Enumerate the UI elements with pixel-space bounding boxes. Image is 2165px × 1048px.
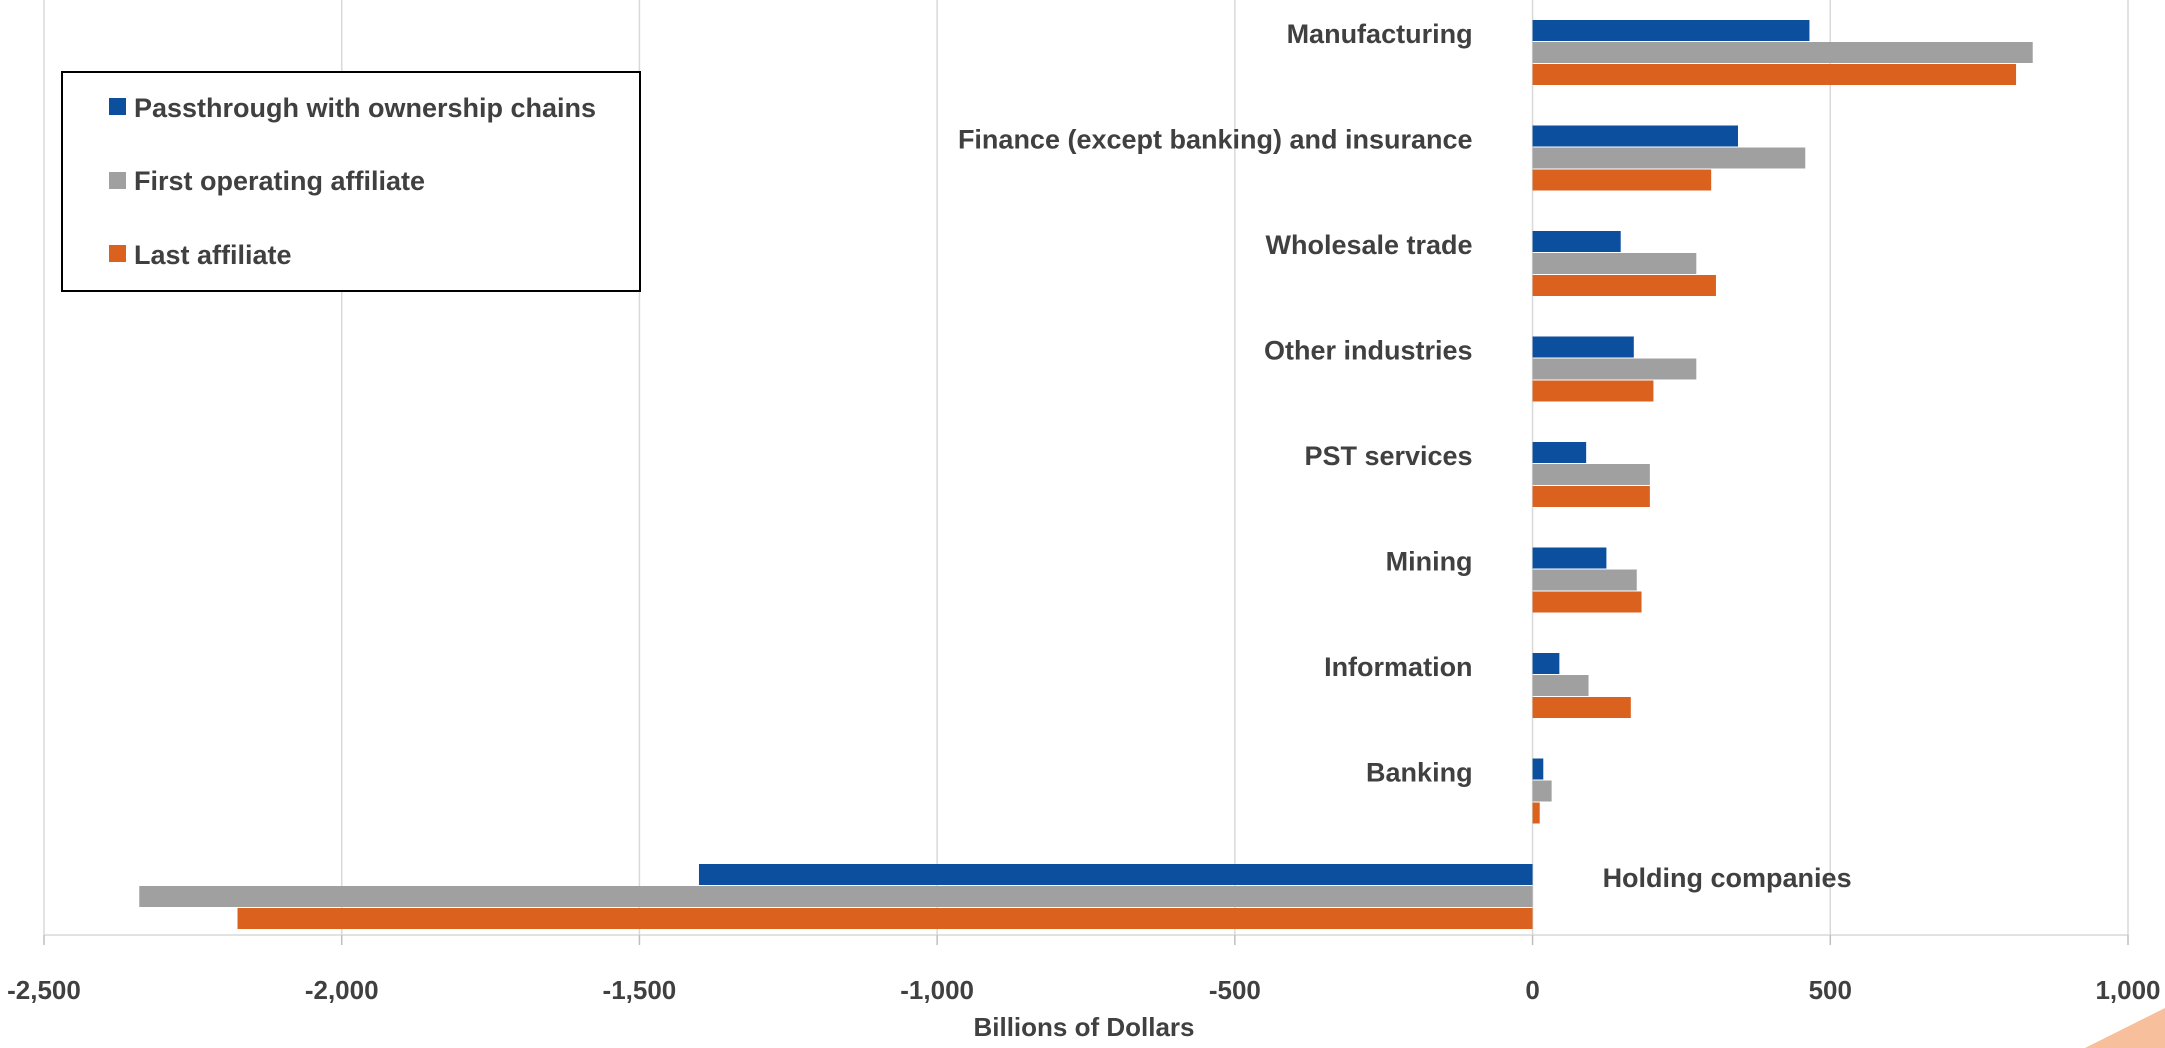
legend-swatch-0 — [109, 98, 126, 115]
bar-2-3 — [1532, 380, 1654, 402]
category-labels: Manufacturing Finance (except banking) an… — [958, 19, 1852, 893]
bar-1-8 — [139, 886, 1533, 907]
legend: Passthrough with ownership chains First … — [61, 71, 641, 292]
corner-decoration — [2085, 1008, 2165, 1048]
bar-2-2 — [1532, 275, 1716, 296]
legend-swatch-2 — [109, 245, 126, 262]
bar-2-1 — [1532, 169, 1712, 191]
bar-2-7 — [1532, 802, 1540, 824]
category-label: Finance (except banking) and insurance — [958, 125, 1473, 155]
category-label: PST services — [1304, 441, 1472, 471]
x-tick-label: -2,500 — [7, 975, 81, 1005]
bar-0-8 — [698, 864, 1533, 885]
category-label: Wholesale trade — [1266, 230, 1473, 260]
x-axis-title: Billions of Dollars — [973, 1012, 1194, 1042]
bar-1-0 — [1532, 42, 2033, 63]
bar-0-4 — [1532, 442, 1587, 463]
bar-1-7 — [1532, 780, 1552, 802]
bar-0-3 — [1532, 336, 1634, 358]
bar-0-7 — [1532, 758, 1544, 780]
bar-0-0 — [1532, 20, 1810, 41]
legend-item-2: Last affiliate — [109, 240, 292, 270]
bar-1-4 — [1532, 464, 1650, 485]
category-label: Manufacturing — [1287, 19, 1473, 49]
x-tick-label: -1,000 — [900, 975, 974, 1005]
bar-2-5 — [1532, 591, 1642, 613]
bar-1-6 — [1532, 675, 1589, 696]
category-label: Mining — [1386, 547, 1473, 577]
bar-2-6 — [1532, 697, 1631, 718]
legend-item-1: First operating affiliate — [109, 166, 425, 196]
x-tick-labels: -2,500 -2,000 -1,500 -1,000 -500 0 500 1,000 — [7, 975, 2160, 1005]
bar-2-8 — [237, 908, 1533, 929]
x-tick-label: 0 — [1525, 975, 1539, 1005]
bar-2-0 — [1532, 64, 2017, 85]
bars — [139, 20, 2033, 929]
legend-item-0: Passthrough with ownership chains — [109, 93, 596, 123]
x-tick-label: -2,000 — [305, 975, 379, 1005]
x-tick-label: -1,500 — [603, 975, 677, 1005]
bar-1-3 — [1532, 358, 1697, 380]
legend-box — [61, 71, 641, 292]
x-tick-label: 500 — [1809, 975, 1852, 1005]
bar-0-2 — [1532, 231, 1621, 252]
bar-0-5 — [1532, 547, 1607, 569]
bar-1-2 — [1532, 253, 1697, 274]
bar-2-4 — [1532, 486, 1650, 507]
legend-swatch-1 — [109, 172, 126, 189]
category-label: Other industries — [1264, 336, 1473, 366]
bar-0-1 — [1532, 125, 1738, 147]
bar-1-5 — [1532, 569, 1637, 591]
bar-0-6 — [1532, 653, 1560, 674]
category-label: Information — [1324, 652, 1473, 682]
bar-1-1 — [1532, 147, 1806, 169]
legend-label-1: First operating affiliate — [134, 166, 425, 196]
x-tick-label: 1,000 — [2095, 975, 2160, 1005]
category-label: Holding companies — [1603, 863, 1852, 893]
legend-label-0: Passthrough with ownership chains — [134, 93, 596, 123]
x-tick-label: -500 — [1209, 975, 1261, 1005]
legend-label-2: Last affiliate — [134, 240, 292, 270]
category-label: Banking — [1366, 758, 1473, 788]
